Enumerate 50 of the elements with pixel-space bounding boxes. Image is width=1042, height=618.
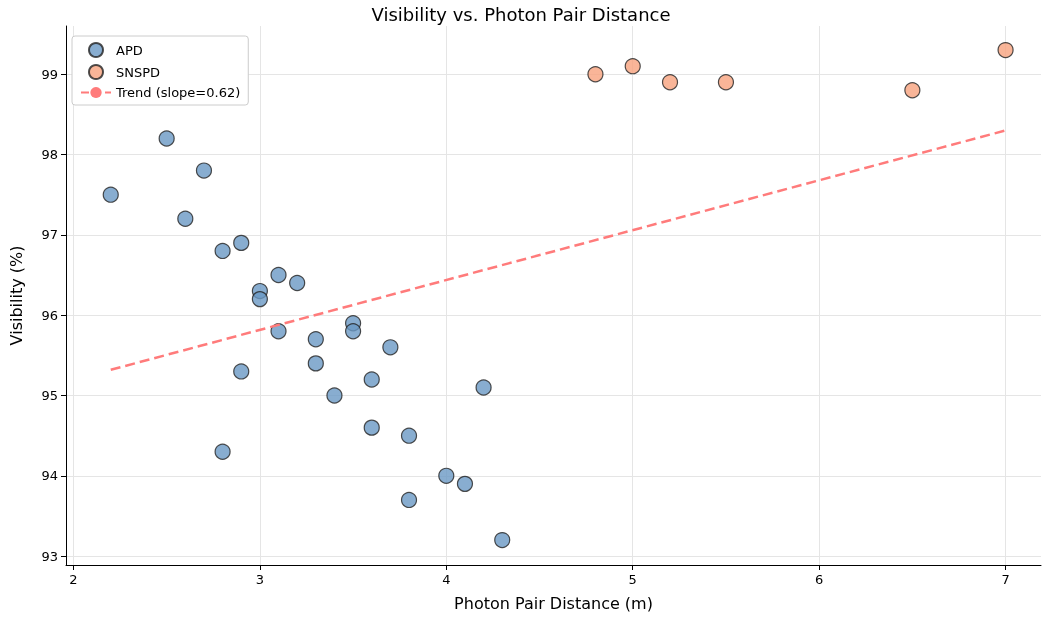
point	[233, 234, 250, 251]
y-tick-label: 94	[41, 468, 58, 484]
point	[233, 363, 250, 380]
point	[904, 82, 921, 99]
point	[158, 130, 175, 147]
x-tick-label: 3	[255, 572, 265, 587]
point	[326, 387, 343, 404]
point	[997, 42, 1014, 59]
legend-label: APD	[116, 42, 143, 58]
point	[475, 379, 492, 396]
x-tick-label: 4	[442, 572, 451, 587]
point	[102, 186, 119, 203]
point	[177, 210, 194, 227]
point	[400, 491, 418, 509]
point	[195, 162, 213, 179]
point	[456, 475, 474, 492]
x-tick-label: 7	[1001, 572, 1010, 587]
point	[214, 443, 231, 460]
y-tick-label: 96	[41, 307, 58, 323]
point	[438, 467, 455, 484]
x-tick-label: 6	[815, 572, 824, 587]
chart-title: Visibility vs. Photon Pair Distance	[371, 3, 671, 25]
point	[307, 355, 324, 372]
x-axis-title: Photon Pair Distance (m)	[454, 593, 653, 613]
point	[624, 58, 641, 75]
point	[345, 323, 362, 340]
point	[363, 371, 380, 388]
point	[400, 427, 418, 444]
point	[494, 532, 511, 549]
y-tick-label: 95	[41, 388, 58, 404]
legend-label: SNSPD	[116, 64, 161, 80]
point	[270, 323, 287, 340]
y-tick-label: 97	[41, 227, 58, 243]
y-axis-title: Visibility (%)	[6, 245, 26, 346]
legend-label: Trend (slope=0.62)	[115, 85, 241, 100]
x-tick-label: 5	[628, 572, 637, 587]
point	[251, 291, 268, 308]
point	[270, 266, 287, 284]
point	[717, 74, 735, 91]
point	[587, 66, 604, 83]
point	[214, 242, 231, 260]
point	[661, 74, 679, 91]
point	[382, 339, 399, 356]
x-tick-label: 2	[69, 572, 78, 587]
y-tick-label: 93	[41, 548, 58, 564]
y-tick-label: 98	[41, 147, 58, 163]
point	[363, 419, 380, 436]
point	[289, 274, 306, 292]
point	[307, 331, 324, 348]
y-tick-label: 99	[41, 66, 58, 82]
